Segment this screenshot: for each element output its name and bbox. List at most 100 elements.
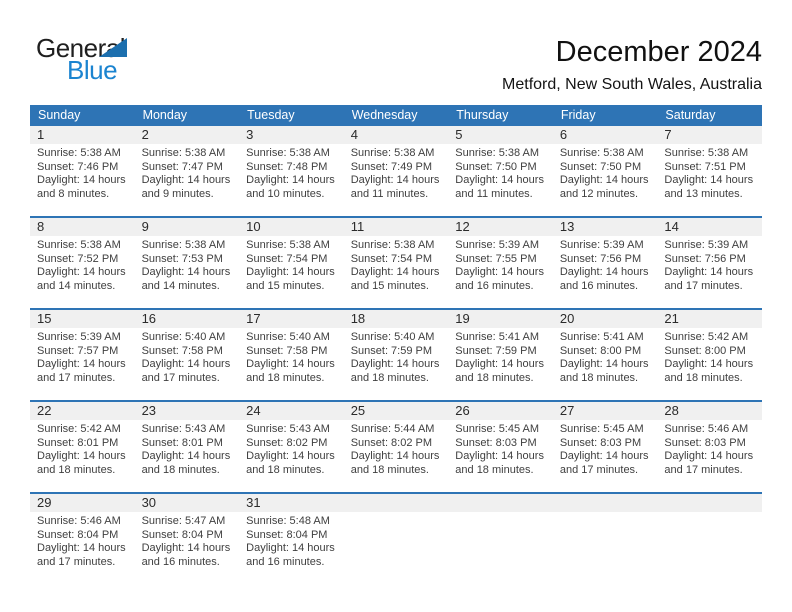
day-sunset-text: Sunset: 7:53 PM [141,252,223,265]
day-daylight-text: Daylight: 14 hours and 17 minutes. [141,358,231,384]
week-row: 29 30 31 Sunrise: 5:46 AM Sunset: 8:04 PM Day… [30,492,762,584]
day-cell: Sunrise: 5:46 AM Sunset: 8:04 PM Daylight:… [30,512,135,569]
day-cell: Sunrise: 5:44 AM Sunset: 8:02 PM Daylight:… [344,420,449,477]
day-cell: Sunrise: 5:38 AM Sunset: 7:51 PM Daylight:… [657,144,762,201]
day-details-row: Sunrise: 5:46 AM Sunset: 8:04 PM Daylight:… [30,512,762,569]
day-sunrise-text: Sunrise: 5:38 AM [559,147,644,159]
day-number: 22 [37,403,52,418]
general-blue-logo: General Blue [36,35,156,84]
day-number: 8 [37,219,45,234]
day-sunrise-text: Sunrise: 5:38 AM [141,147,226,159]
day-sunrise-text: Sunrise: 5:38 AM [37,147,121,159]
day-cell: Sunrise: 5:38 AM Sunset: 7:50 PM Daylight:… [448,144,553,201]
day-sunset-text: Sunset: 8:02 PM [246,436,328,449]
day-sunrise-text: Sunrise: 5:40 AM [350,331,435,343]
calendar-body: 1 2 3 4 5 6 7 Sunrise: 5:38 AM Sunset: 7:46 PM Da… [30,126,762,584]
day-daylight-text: Daylight: 14 hours and 18 minutes. [350,450,440,476]
day-cell: Sunrise: 5:48 AM Sunset: 8:04 PM Daylight:… [239,512,344,569]
day-sunset-text: Sunset: 7:54 PM [350,252,433,265]
day-number: 9 [141,219,149,234]
day-daylight-text: Daylight: 14 hours and 18 minutes. [37,450,126,476]
day-sunset-text: Sunset: 8:03 PM [559,436,642,449]
day-cell: Sunrise: 5:43 AM Sunset: 8:01 PM Daylight:… [135,420,240,477]
day-sunset-text: Sunset: 7:47 PM [141,160,223,173]
day-sunset-text: Sunset: 8:03 PM [455,436,537,449]
day-sunrise-text: Sunrise: 5:46 AM [664,423,749,435]
day-sunrise-text: Sunrise: 5:38 AM [664,147,749,159]
day-sunrise-text: Sunrise: 5:44 AM [350,423,435,435]
day-cell: Sunrise: 5:38 AM Sunset: 7:54 PM Daylight:… [239,236,344,293]
day-number: 3 [246,127,254,142]
day-cell: Sunrise: 5:42 AM Sunset: 8:00 PM Daylight:… [657,328,762,385]
weekday-header-wednesday: Wednesday [351,108,418,122]
day-daylight-text: Daylight: 14 hours and 11 minutes. [350,174,440,200]
day-sunset-text: Sunset: 7:55 PM [455,252,537,265]
day-number: 21 [664,311,679,326]
day-cell: Sunrise: 5:43 AM Sunset: 8:02 PM Daylight:… [239,420,344,477]
day-details-row: Sunrise: 5:38 AM Sunset: 7:46 PM Daylight:… [30,144,762,201]
day-sunrise-text: Sunrise: 5:48 AM [246,515,330,527]
day-daylight-text: Daylight: 14 hours and 17 minutes. [37,358,126,384]
day-cell: Sunrise: 5:39 AM Sunset: 7:56 PM Daylight:… [657,236,762,293]
day-number: 5 [455,127,463,142]
empty-day-cell [553,512,658,569]
day-cell: Sunrise: 5:39 AM Sunset: 7:57 PM Daylight:… [30,328,135,385]
day-sunset-text: Sunset: 7:59 PM [455,344,537,357]
day-sunset-text: Sunset: 7:56 PM [559,252,642,265]
day-sunset-text: Sunset: 7:49 PM [350,160,433,173]
page-title: December 2024 [555,36,762,68]
day-daylight-text: Daylight: 14 hours and 8 minutes. [37,174,126,200]
day-sunset-text: Sunset: 8:01 PM [37,436,119,449]
day-sunset-text: Sunset: 7:50 PM [455,160,537,173]
day-sunset-text: Sunset: 7:50 PM [559,160,642,173]
day-cell: Sunrise: 5:41 AM Sunset: 7:59 PM Daylight:… [448,328,553,385]
day-details-row: Sunrise: 5:38 AM Sunset: 7:52 PM Daylight:… [30,236,762,293]
title-block: December 2024 Metford, New South Wales, … [502,36,762,96]
day-number-strip: 22 23 24 25 26 27 28 [30,402,762,420]
day-number: 24 [246,403,261,418]
day-sunset-text: Sunset: 7:58 PM [141,344,223,357]
day-number: 13 [559,219,575,234]
week-row: 1 2 3 4 5 6 7 Sunrise: 5:38 AM Sunset: 7:46 PM Da… [30,126,762,216]
day-daylight-text: Daylight: 14 hours and 11 minutes. [455,174,544,200]
day-sunrise-text: Sunrise: 5:41 AM [455,331,540,343]
day-number: 17 [246,311,261,326]
day-cell: Sunrise: 5:40 AM Sunset: 7:59 PM Daylight:… [344,328,449,385]
day-sunset-text: Sunset: 8:03 PM [664,436,746,449]
day-daylight-text: Daylight: 14 hours and 18 minutes. [455,358,544,384]
day-number-strip: 8 9 10 11 12 13 14 [30,218,762,236]
day-cell: Sunrise: 5:39 AM Sunset: 7:56 PM Daylight:… [553,236,658,293]
day-details-row: Sunrise: 5:39 AM Sunset: 7:57 PM Daylight:… [30,328,762,385]
weekday-header-friday: Friday [560,108,596,122]
day-number: 7 [664,127,672,142]
day-sunrise-text: Sunrise: 5:38 AM [141,239,226,251]
day-cell: Sunrise: 5:38 AM Sunset: 7:47 PM Daylight:… [135,144,240,201]
day-sunset-text: Sunset: 7:48 PM [246,160,328,173]
day-sunset-text: Sunset: 8:04 PM [141,528,223,541]
day-daylight-text: Daylight: 14 hours and 18 minutes. [246,358,335,384]
day-cell: Sunrise: 5:45 AM Sunset: 8:03 PM Daylight:… [553,420,658,477]
day-daylight-text: Daylight: 14 hours and 16 minutes. [455,266,544,292]
day-sunrise-text: Sunrise: 5:38 AM [350,147,435,159]
day-number: 1 [37,127,45,142]
day-daylight-text: Daylight: 14 hours and 13 minutes. [664,174,754,200]
day-number: 29 [37,495,52,510]
page-subtitle: Metford, New South Wales, Australia [502,76,762,93]
day-sunset-text: Sunset: 7:52 PM [37,252,119,265]
calendar-grid: Sunday Monday Tuesday Wednesday Thursday Frid… [30,105,762,584]
day-cell: Sunrise: 5:38 AM Sunset: 7:50 PM Daylight:… [553,144,658,201]
day-sunrise-text: Sunrise: 5:39 AM [664,239,749,251]
day-sunrise-text: Sunrise: 5:43 AM [141,423,226,435]
weekday-header-saturday: Saturday [665,108,716,122]
empty-day-number [553,494,658,512]
weekday-header-monday: Monday [142,108,188,122]
day-sunrise-text: Sunrise: 5:38 AM [455,147,540,159]
empty-day-number [344,494,449,512]
day-number: 6 [559,127,568,142]
day-number: 30 [141,495,157,510]
day-number: 31 [246,495,261,510]
empty-day-cell [344,512,449,569]
day-daylight-text: Daylight: 14 hours and 18 minutes. [246,450,335,476]
day-number: 16 [141,311,157,326]
